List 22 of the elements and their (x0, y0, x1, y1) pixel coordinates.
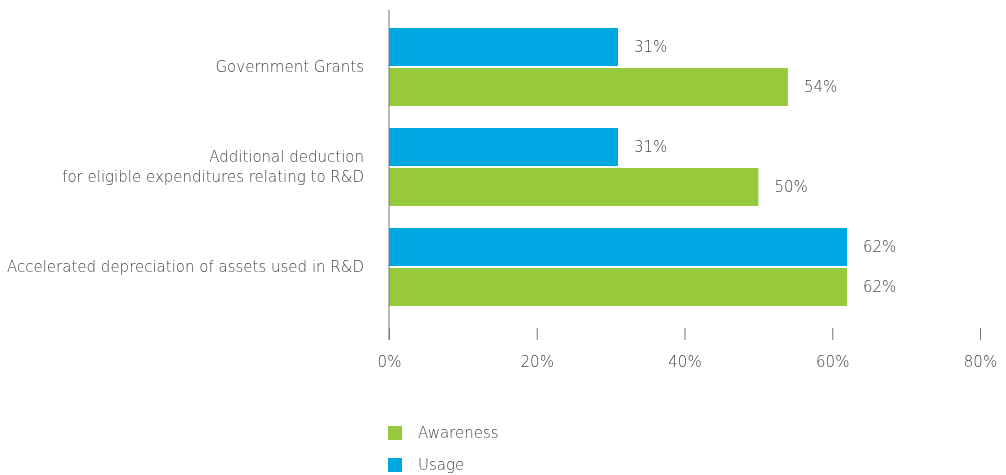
data-label: 31% (634, 138, 668, 157)
bar (389, 228, 848, 266)
y-tick-label: Additional deduction for eligible expenditures relating to R&D (62, 148, 364, 187)
bar (389, 268, 848, 306)
x-tick-label: 40% (668, 352, 702, 371)
data-label: 62% (863, 238, 897, 257)
x-tick-label: 20% (520, 352, 554, 371)
y-tick-label: Accelerated depreciation of assets used in R&D (6, 258, 364, 277)
data-label: 54% (803, 78, 838, 97)
x-tick-label: 0% (377, 352, 402, 371)
bar (389, 128, 619, 166)
legend-label: Usage (418, 456, 465, 475)
bar (389, 28, 619, 66)
bar (389, 168, 759, 206)
data-label: 62% (863, 278, 897, 297)
y-tick-label: Government Grants (215, 58, 364, 77)
bar (389, 68, 788, 106)
x-tick-label: 80% (963, 352, 998, 371)
legend-label: Awareness (418, 424, 499, 443)
x-tick-label: 60% (816, 352, 850, 371)
data-label: 50% (774, 178, 808, 197)
data-label: 31% (634, 38, 668, 57)
